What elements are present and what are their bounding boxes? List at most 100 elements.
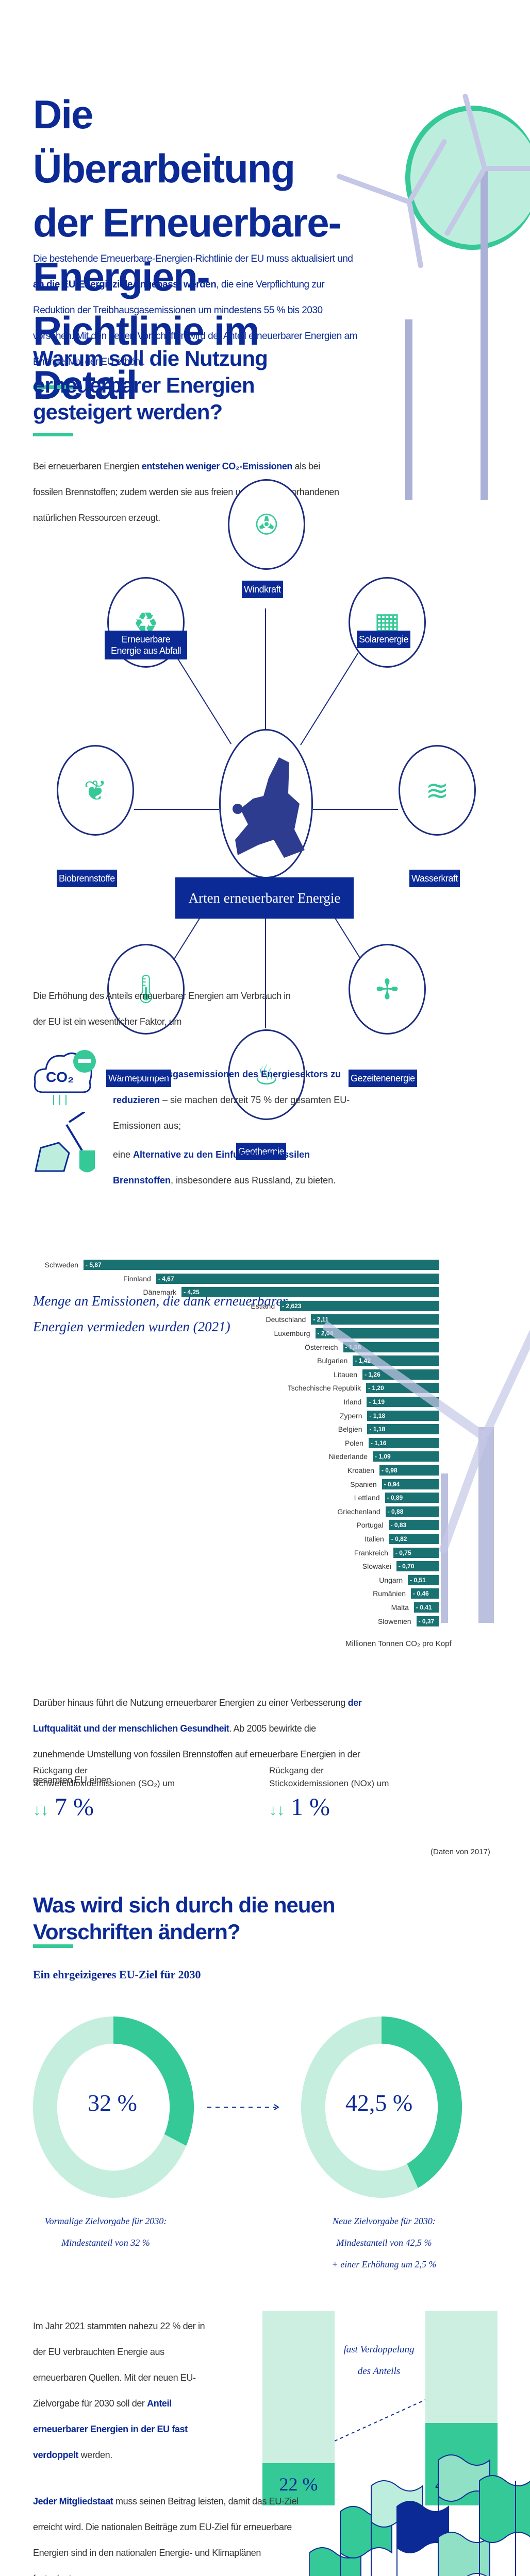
- bar-value-label: - 4,25: [184, 1289, 200, 1296]
- comparison-value: 22 %: [279, 2474, 318, 2495]
- member-states-paragraph: Jeder Mitgliedstaat muss seinen Beitrag …: [33, 2488, 301, 2576]
- bar-category-label: Frankreich: [354, 1548, 388, 1557]
- wind-turbine-icon: ✇: [228, 479, 305, 570]
- emphasis-text: an die EU-Energieziele angepasst werden: [33, 279, 217, 290]
- node-label-geothermie: Geothermie: [236, 1143, 287, 1160]
- changes-accent-line: [33, 1944, 73, 1948]
- bar-category-label: Rumänien: [373, 1589, 406, 1598]
- nox-label-2: Stickoxidemissionen (NOx) um: [269, 1778, 389, 1788]
- bar-value-label: - 0,83: [390, 1521, 407, 1529]
- bar-value-label: - 2,623: [282, 1302, 302, 1310]
- emphasis-text: Alternative zu den Einfuhren an fossilen…: [113, 1149, 310, 1185]
- body-text: Die bestehende Erneuerbare-Energien-Rich…: [33, 253, 353, 264]
- bar-value-label: - 0,46: [413, 1590, 429, 1598]
- renewable-types-diagram: Arten erneuerbarer Energie ✇ Windkraft ▦…: [0, 479, 530, 1160]
- so2-stat: ↓↓ 7 %: [33, 1793, 94, 1821]
- node-label-gezeitenenergie: Gezeitenenergie: [349, 1070, 417, 1087]
- node-label-windkraft: Windkraft: [242, 581, 283, 598]
- bar-category-label: Österreich: [304, 1343, 338, 1351]
- hydropower-dam-icon: ≋: [399, 745, 476, 836]
- data-source-note: (Daten von 2017): [430, 1848, 490, 1856]
- why-paragraph: Bei erneuerbaren Energien entstehen weni…: [33, 453, 342, 531]
- emphasis-text: Anteil erneuerbarer Energien in der EU f…: [33, 2398, 188, 2460]
- so2-value: 7 %: [55, 1793, 94, 1821]
- node-label-wasserkraft: Wasserkraft: [409, 870, 460, 887]
- body-text: muss seinen Beitrag leisten, damit das E…: [33, 2496, 299, 2576]
- body-text: Im Jahr 2021 stammten nahezu 22 % der in…: [33, 2321, 205, 2409]
- bar-category-label: Luxemburg: [274, 1329, 310, 1337]
- comparison-bar-2021: 22 %: [262, 2311, 335, 2505]
- bar: [367, 1397, 439, 1407]
- doubling-dashed-line: [335, 2399, 426, 2442]
- bar-category-label: Griechenland: [337, 1507, 380, 1516]
- target-donut-old: [33, 2016, 194, 2198]
- arrow-down-icon: ↓↓: [269, 1802, 285, 1819]
- bar-value-label: - 0,70: [398, 1563, 415, 1570]
- target-old-caption: Vormalige Zielvorgabe für 2030: Mindesta…: [44, 2216, 167, 2248]
- bar: [385, 1506, 439, 1517]
- intro-paragraph: Die bestehende Erneuerbare-Energien-Rich…: [33, 246, 358, 375]
- bar-category-label: Finnland: [123, 1274, 151, 1283]
- reason-text: die Treibhausgasemissionen des Energiese…: [113, 1061, 371, 1139]
- emphasis-text: die Treibhausgasemissionen des Energiese…: [113, 1069, 341, 1105]
- bar: [379, 1465, 439, 1476]
- bar-category-label: Zypern: [339, 1411, 362, 1420]
- bar-category-label: Ungarn: [379, 1575, 403, 1584]
- bar: [367, 1410, 439, 1421]
- bar-category-label: Estland: [251, 1301, 275, 1310]
- node-label-solarenergie: Solarenergie: [357, 631, 411, 648]
- bar-category-label: Litauen: [334, 1370, 358, 1379]
- bar-category-label: Tschechische Republik: [287, 1384, 361, 1393]
- target-new-caption: Neue Zielvorgabe für 2030: Mindestanteil…: [332, 2216, 437, 2269]
- comparison-fill: [262, 2463, 335, 2505]
- bar-value-label: - 0,37: [418, 1617, 435, 1625]
- emphasis-text: Jeder Mitgliedstaat: [33, 2496, 113, 2506]
- chart-unit-label: Millionen Tonnen CO₂ pro Kopf: [345, 1639, 452, 1648]
- bar: [411, 1588, 439, 1599]
- bar-category-label: Italien: [365, 1535, 384, 1543]
- reason-text: eine Alternative zu den Einfuhren an fos…: [113, 1142, 371, 1193]
- body-text: eine: [113, 1149, 134, 1160]
- bar: [382, 1479, 439, 1489]
- bar-category-label: Spanien: [350, 1480, 377, 1488]
- bar: [156, 1273, 439, 1284]
- bar-value-label: - 1,19: [369, 1398, 385, 1405]
- bar-value-label: - 1,20: [368, 1384, 384, 1392]
- arrow-down-icon: ↓↓: [33, 1802, 48, 1819]
- page-title: Die Überarbeitung der Erneuerbare-Energi…: [33, 92, 342, 408]
- bar-category-label: Slowenien: [377, 1617, 411, 1625]
- so2-label-2: Schwefeldioxidemissionen (SO₂) um: [33, 1778, 175, 1788]
- bar-category-label: Polen: [345, 1438, 363, 1447]
- bar: [408, 1574, 439, 1585]
- bar-category-label: Niederlande: [328, 1452, 368, 1461]
- fossil-fuel-stop-icon: [33, 1111, 96, 1174]
- bar-value-label: - 1,18: [369, 1426, 386, 1433]
- bar-category-label: Bulgarien: [317, 1357, 348, 1365]
- bar: [416, 1616, 439, 1626]
- bar: [181, 1287, 439, 1298]
- emphasis-text: entstehen weniger CO₂-Emissionen: [141, 461, 293, 471]
- dashed-arrow-icon: [207, 2104, 279, 2110]
- tidal-turbine-icon: ✢: [349, 944, 426, 1035]
- bar: [389, 1534, 439, 1544]
- solar-panel-icon: ▦: [349, 577, 426, 668]
- donut-segment: [113, 2016, 194, 2146]
- bar: [388, 1520, 439, 1531]
- why-lead: Die Erhöhung des Anteils erneuerbarer En…: [33, 991, 291, 1027]
- bar-value-label: - 1,18: [369, 1412, 386, 1419]
- bar-value-label: - 1,26: [365, 1370, 380, 1378]
- bar: [396, 1561, 439, 1572]
- bar: [84, 1260, 439, 1270]
- bar-value-label: - 0,75: [395, 1549, 411, 1556]
- bar-category-label: Portugal: [356, 1521, 384, 1530]
- bar-value-label: - 0,89: [387, 1494, 403, 1502]
- emissions-bar-chart: - 5,87 Schweden - 4,67 Finnland - 4,25 Dänema…: [0, 1249, 530, 1626]
- body-text: . Ab 2005 bewirkte die zunehmende Umstel…: [33, 1723, 360, 1785]
- bar-category-label: Dänemark: [143, 1288, 177, 1297]
- biofuel-canister-icon: ❦: [57, 745, 134, 836]
- bar-category-label: Belgien: [338, 1425, 362, 1434]
- diagram-center-label: Arten erneuerbarer Energie: [175, 877, 354, 919]
- target-old-value: 32 %: [88, 2090, 137, 2116]
- node-label-abfall: Erneuerbare Energie aus Abfall: [105, 631, 187, 659]
